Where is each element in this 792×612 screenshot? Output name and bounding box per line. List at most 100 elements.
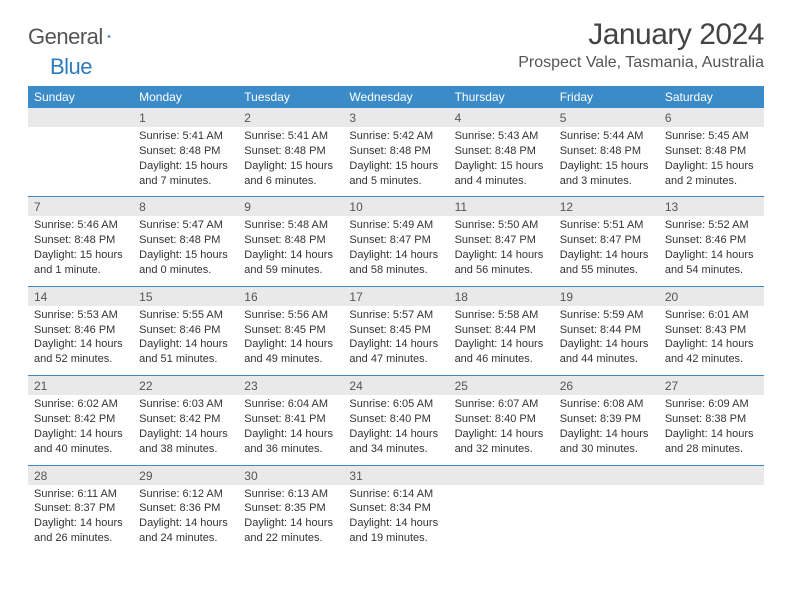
day-number: 12 (554, 197, 659, 216)
daylight-text: Daylight: 15 hours and 7 minutes. (139, 159, 232, 189)
sunset-text: Sunset: 8:47 PM (349, 233, 442, 248)
sunrise-text: Sunrise: 5:48 AM (244, 218, 337, 233)
daylight-text: Daylight: 14 hours and 55 minutes. (560, 248, 653, 278)
day-number: 28 (28, 466, 133, 485)
dow-cell: Thursday (449, 86, 554, 108)
daylight-text: Daylight: 15 hours and 0 minutes. (139, 248, 232, 278)
dow-cell: Saturday (659, 86, 764, 108)
sunrise-text: Sunrise: 5:52 AM (665, 218, 758, 233)
day-cell (554, 485, 659, 554)
day-body-row: Sunrise: 6:02 AM Sunset: 8:42 PM Daylight:… (28, 395, 764, 464)
day-cell: Sunrise: 6:01 AMSunset: 8:43 PMDaylight:… (659, 306, 764, 375)
day-cell: Sunrise: 6:05 AMSunset: 8:40 PMDaylight:… (343, 395, 448, 464)
location-subtitle: Prospect Vale, Tasmania, Australia (518, 54, 764, 72)
daylight-text: Daylight: 15 hours and 3 minutes. (560, 159, 653, 189)
calendar-week: 28293031 Sunrise: 6:11 AMSunset: 8:37 PM… (28, 466, 764, 554)
calendar-week: 123456 Sunrise: 5:41 AMSunset: 8:48 PMDa… (28, 108, 764, 197)
day-number: 14 (28, 287, 133, 306)
sunset-text: Sunset: 8:48 PM (244, 233, 337, 248)
dow-cell: Wednesday (343, 86, 448, 108)
day-cell: Sunrise: 5:55 AMSunset: 8:46 PMDaylight:… (133, 306, 238, 375)
day-body-row: Sunrise: 5:41 AMSunset: 8:48 PMDaylight:… (28, 127, 764, 196)
sunset-text: Sunset: 8:45 PM (244, 323, 337, 338)
day-cell: Sunrise: 6:09 AMSunset: 8:38 PMDaylight:… (659, 395, 764, 464)
sunset-text: Sunset: 8:39 PM (560, 412, 653, 427)
day-number: 8 (133, 197, 238, 216)
sunset-text: Sunset: 8:45 PM (349, 323, 442, 338)
dow-cell: Monday (133, 86, 238, 108)
sunrise-text: Sunrise: 5:56 AM (244, 308, 337, 323)
day-cell (28, 127, 133, 196)
day-number: 24 (343, 376, 448, 395)
sunrise-text: Sunrise: 6:02 AM (34, 397, 127, 412)
logo: General (28, 24, 131, 50)
logo-word-2: Blue (50, 54, 92, 80)
day-number: 2 (238, 108, 343, 127)
day-number: 29 (133, 466, 238, 485)
month-title: January 2024 (518, 18, 764, 52)
day-cell: Sunrise: 5:47 AMSunset: 8:48 PMDaylight:… (133, 216, 238, 285)
sunrise-text: Sunrise: 5:42 AM (349, 129, 442, 144)
day-cell: Sunrise: 5:52 AMSunset: 8:46 PMDaylight:… (659, 216, 764, 285)
daylight-text: Daylight: 14 hours and 32 minutes. (455, 427, 548, 457)
sunrise-text: Sunrise: 6:09 AM (665, 397, 758, 412)
logo-word-1: General (28, 24, 103, 50)
sunset-text: Sunset: 8:47 PM (455, 233, 548, 248)
sunrise-text: Sunrise: 5:51 AM (560, 218, 653, 233)
weeks-container: 123456 Sunrise: 5:41 AMSunset: 8:48 PMDa… (28, 108, 764, 554)
day-cell: Sunrise: 5:56 AMSunset: 8:45 PMDaylight:… (238, 306, 343, 375)
day-cell: Sunrise: 5:41 AMSunset: 8:48 PMDaylight:… (133, 127, 238, 196)
sunset-text: Sunset: 8:38 PM (665, 412, 758, 427)
day-number (449, 466, 554, 485)
day-number: 7 (28, 197, 133, 216)
day-number (554, 466, 659, 485)
sunset-text: Sunset: 8:46 PM (139, 323, 232, 338)
day-cell: Sunrise: 6:04 AMSunset: 8:41 PMDaylight:… (238, 395, 343, 464)
sunrise-text: Sunrise: 6:11 AM (34, 487, 127, 502)
day-cell: Sunrise: 5:44 AMSunset: 8:48 PMDaylight:… (554, 127, 659, 196)
daylight-text: Daylight: 15 hours and 5 minutes. (349, 159, 442, 189)
day-number: 25 (449, 376, 554, 395)
daylight-text: Daylight: 14 hours and 59 minutes. (244, 248, 337, 278)
daylight-text: Daylight: 14 hours and 30 minutes. (560, 427, 653, 457)
sunrise-text: Sunrise: 5:57 AM (349, 308, 442, 323)
dow-cell: Friday (554, 86, 659, 108)
sunset-text: Sunset: 8:48 PM (34, 233, 127, 248)
day-cell: Sunrise: 5:45 AMSunset: 8:48 PMDaylight:… (659, 127, 764, 196)
calendar-week: 78910111213Sunrise: 5:46 AMSunset: 8:48 … (28, 197, 764, 286)
sunrise-text: Sunrise: 6:13 AM (244, 487, 337, 502)
day-cell: Sunrise: 6:07 AMSunset: 8:40 PMDaylight:… (449, 395, 554, 464)
day-number-row: 28293031 (28, 466, 764, 485)
daylight-text: Daylight: 14 hours and 19 minutes. (349, 516, 442, 546)
day-cell (659, 485, 764, 554)
daylight-text: Daylight: 14 hours and 56 minutes. (455, 248, 548, 278)
day-number: 9 (238, 197, 343, 216)
sunset-text: Sunset: 8:47 PM (560, 233, 653, 248)
sunset-text: Sunset: 8:44 PM (560, 323, 653, 338)
day-cell: Sunrise: 6:03 AMSunset: 8:42 PMDaylight:… (133, 395, 238, 464)
sunset-text: Sunset: 8:48 PM (139, 144, 232, 159)
daylight-text: Daylight: 15 hours and 2 minutes. (665, 159, 758, 189)
daylight-text: Daylight: 14 hours and 28 minutes. (665, 427, 758, 457)
day-number: 1 (133, 108, 238, 127)
sunset-text: Sunset: 8:34 PM (349, 501, 442, 516)
dow-cell: Sunday (28, 86, 133, 108)
sunset-text: Sunset: 8:42 PM (139, 412, 232, 427)
daylight-text: Daylight: 14 hours and 51 minutes. (139, 337, 232, 367)
sunset-text: Sunset: 8:43 PM (665, 323, 758, 338)
daylight-text: Daylight: 14 hours and 24 minutes. (139, 516, 232, 546)
calendar-week: 21222324252627Sunrise: 6:02 AMSunset: 8:… (28, 376, 764, 465)
sunset-text: Sunset: 8:48 PM (455, 144, 548, 159)
sunset-text: Sunset: 8:46 PM (34, 323, 127, 338)
day-number: 10 (343, 197, 448, 216)
day-cell: Sunrise: 6:11 AMSunset: 8:37 PMDaylight:… (28, 485, 133, 554)
daylight-text: Daylight: 14 hours and 40 minutes. (34, 427, 127, 457)
calendar-grid: SundayMondayTuesdayWednesdayThursdayFrid… (28, 86, 764, 554)
day-number: 6 (659, 108, 764, 127)
sunrise-text: Sunrise: 5:58 AM (455, 308, 548, 323)
sunrise-text: Sunrise: 5:44 AM (560, 129, 653, 144)
daylight-text: Daylight: 14 hours and 22 minutes. (244, 516, 337, 546)
sunrise-text: Sunrise: 5:50 AM (455, 218, 548, 233)
day-number-row: 14151617181920 (28, 287, 764, 306)
sunrise-text: Sunrise: 5:55 AM (139, 308, 232, 323)
